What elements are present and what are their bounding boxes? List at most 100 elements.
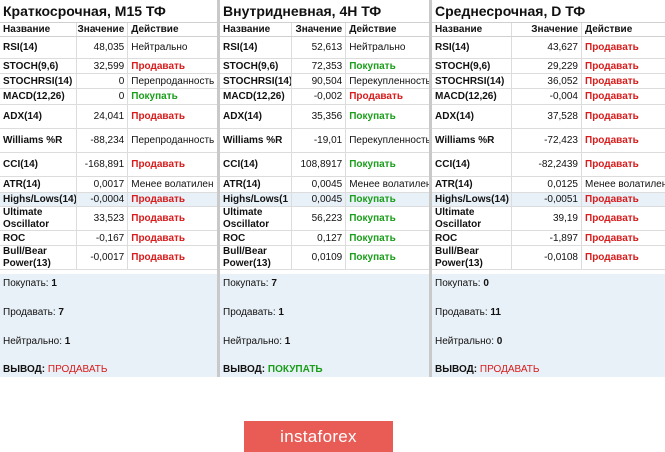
indicator-name: Bull/Bear Power(13) bbox=[220, 246, 292, 269]
indicator-value: -82,2439 bbox=[512, 153, 582, 176]
header-value: Значение bbox=[512, 23, 582, 36]
indicator-action: Продавать bbox=[585, 213, 639, 224]
conclusion-label: ВЫВОД: bbox=[3, 364, 46, 375]
indicator-value: -168,891 bbox=[77, 153, 129, 176]
indicator-action: Продавать bbox=[131, 194, 186, 205]
indicator-name: ADX(14) bbox=[0, 105, 77, 128]
summary-buy-label: Покупать: bbox=[3, 278, 49, 289]
table-row: ATR(14) 0,0045 Менее волатилен bbox=[220, 177, 429, 193]
table-header: Название Значение Действие bbox=[220, 23, 429, 37]
indicator-name: STOCH(9,6) bbox=[220, 59, 292, 73]
table-row: Williams %R -19,01 Перекупленность bbox=[220, 129, 429, 153]
table-row: RSI(14) 52,613 Нейтрально bbox=[220, 37, 429, 59]
indicator-action: Покупать bbox=[131, 91, 178, 102]
indicator-action: Продавать bbox=[585, 159, 639, 170]
table-row: Highs/Lows(14) -0,0004 Продавать bbox=[0, 193, 217, 207]
indicator-name: STOCH(9,6) bbox=[432, 59, 512, 73]
indicator-value: -0,0017 bbox=[77, 246, 129, 269]
indicator-action: Продавать bbox=[131, 60, 186, 72]
header-action: Действие bbox=[131, 24, 179, 35]
indicator-name: MACD(12,26) bbox=[220, 89, 292, 104]
conclusion-value: ПРОДАВАТЬ bbox=[47, 364, 108, 375]
summary-sell: Продавать: 1 bbox=[223, 307, 284, 318]
table-row: ROC 0,127 Покупать bbox=[220, 231, 429, 246]
indicator-action: Менее волатилен bbox=[349, 179, 429, 190]
summary-neutral-label: Нейтрально: bbox=[435, 336, 494, 347]
indicator-value: 52,613 bbox=[292, 37, 347, 58]
indicator-name: STOCHRSI(14) bbox=[220, 74, 292, 88]
summary-buy: Покупать: 1 bbox=[3, 278, 57, 289]
indicator-action: Покупать bbox=[349, 194, 396, 205]
table-row: Ultimate Oscillator 39,19 Продавать bbox=[432, 207, 665, 231]
indicator-value: 39,19 bbox=[512, 207, 582, 230]
column-medium-term: Среднесрочная, D ТФ Название Значение Дейст… bbox=[432, 0, 665, 377]
indicator-name: RSI(14) bbox=[432, 37, 512, 58]
table-row: Bull/Bear Power(13) 0,0109 Покупать bbox=[220, 246, 429, 270]
header-name: Название bbox=[0, 23, 77, 36]
column-intraday: Внутридневная, 4H ТФ Название Значение Дейс… bbox=[220, 0, 432, 377]
indicator-value: -19,01 bbox=[292, 129, 347, 152]
table-row: ADX(14) 35,356 Покупать bbox=[220, 105, 429, 129]
indicator-name: Bull/Bear Power(13) bbox=[0, 246, 77, 269]
table-row: Williams %R -72,423 Продавать bbox=[432, 129, 665, 153]
table-row: CCI(14) 108,8917 Покупать bbox=[220, 153, 429, 177]
summary-buy-label: Покупать: bbox=[435, 278, 481, 289]
summary-buy-count: 7 bbox=[271, 278, 277, 289]
table-row: ATR(14) 0,0125 Менее волатилен bbox=[432, 177, 665, 193]
indicator-name: Ultimate Oscillator bbox=[220, 207, 292, 230]
indicator-action: Продавать bbox=[585, 232, 639, 244]
indicator-value: -0,0004 bbox=[77, 193, 129, 206]
indicator-action: Продавать bbox=[585, 194, 639, 205]
indicator-value: 48,035 bbox=[77, 37, 129, 58]
indicators-panel: Краткосрочная, M15 ТФ Название Значение Дей… bbox=[0, 0, 665, 377]
summary-neutral-label: Нейтрально: bbox=[3, 336, 62, 347]
summary-conclusion: ВЫВОД: ПОКУПАТЬ bbox=[223, 364, 323, 375]
indicator-name: ATR(14) bbox=[0, 177, 77, 192]
table-row: Highs/Lows(1 0,0045 Покупать bbox=[220, 193, 429, 207]
header-action: Действие bbox=[585, 24, 633, 35]
indicator-value: -0,002 bbox=[292, 89, 347, 104]
summary-neutral-count: 0 bbox=[496, 336, 503, 347]
indicator-action: Менее волатилен bbox=[585, 179, 665, 190]
table-row: STOCHRSI(14) 90,504 Перекупленность bbox=[220, 74, 429, 89]
indicator-value: 43,627 bbox=[512, 37, 582, 58]
indicator-name: STOCHRSI(14) bbox=[432, 74, 512, 88]
summary-block: Покупать: 7 Продавать: 1 Нейтрально: 1 ВЫВО… bbox=[220, 274, 429, 377]
indicator-name: Highs/Lows(14) bbox=[432, 193, 512, 206]
summary-sell-label: Продавать: bbox=[223, 307, 276, 318]
table-row: ROC -0,167 Продавать bbox=[0, 231, 217, 246]
indicator-value: 29,229 bbox=[512, 59, 582, 73]
indicator-value: -0,167 bbox=[77, 231, 129, 245]
header-value: Значение bbox=[77, 23, 129, 36]
indicator-value: 0,0017 bbox=[77, 177, 129, 192]
summary-buy-count: 0 bbox=[483, 278, 489, 289]
indicator-action: Перепроданность bbox=[131, 75, 215, 87]
table-row: CCI(14) -168,891 Продавать bbox=[0, 153, 217, 177]
indicator-action: Нейтрально bbox=[349, 42, 406, 53]
indicator-value: 56,223 bbox=[292, 207, 347, 230]
table-row: Highs/Lows(14) -0,0051 Продавать bbox=[432, 193, 665, 207]
summary-sell: Продавать: 7 bbox=[3, 307, 64, 318]
table-row: STOCH(9,6) 32,599 Продавать bbox=[0, 59, 217, 74]
indicator-value: -0,0051 bbox=[512, 193, 582, 206]
indicator-action: Продавать bbox=[131, 213, 186, 224]
table-row: ADX(14) 37,528 Продавать bbox=[432, 105, 665, 129]
table-row: STOCHRSI(14) 0 Перепроданность bbox=[0, 74, 217, 89]
indicator-action: Продавать bbox=[131, 159, 186, 170]
header-name: Название bbox=[432, 23, 512, 36]
indicator-name: CCI(14) bbox=[0, 153, 77, 176]
header-name: Название bbox=[220, 23, 292, 36]
indicator-action: Продавать bbox=[585, 252, 639, 263]
indicator-action: Продавать bbox=[585, 60, 639, 72]
table-row: MACD(12,26) 0 Покупать bbox=[0, 89, 217, 105]
table-row: Ultimate Oscillator 33,523 Продавать bbox=[0, 207, 217, 231]
summary-sell-count: 7 bbox=[58, 307, 64, 318]
table-row: STOCHRSI(14) 36,052 Продавать bbox=[432, 74, 665, 89]
indicator-value: -72,423 bbox=[512, 129, 582, 152]
summary-neutral-count: 1 bbox=[64, 336, 71, 347]
summary-block: Покупать: 0 Продавать: 11 Нейтрально: 0 ВЫВ… bbox=[432, 274, 665, 377]
indicator-action: Продавать bbox=[131, 252, 186, 263]
summary-conclusion: ВЫВОД: ПРОДАВАТЬ bbox=[435, 364, 539, 375]
indicator-name: Williams %R bbox=[0, 129, 77, 152]
indicator-value: 0,127 bbox=[292, 231, 347, 245]
